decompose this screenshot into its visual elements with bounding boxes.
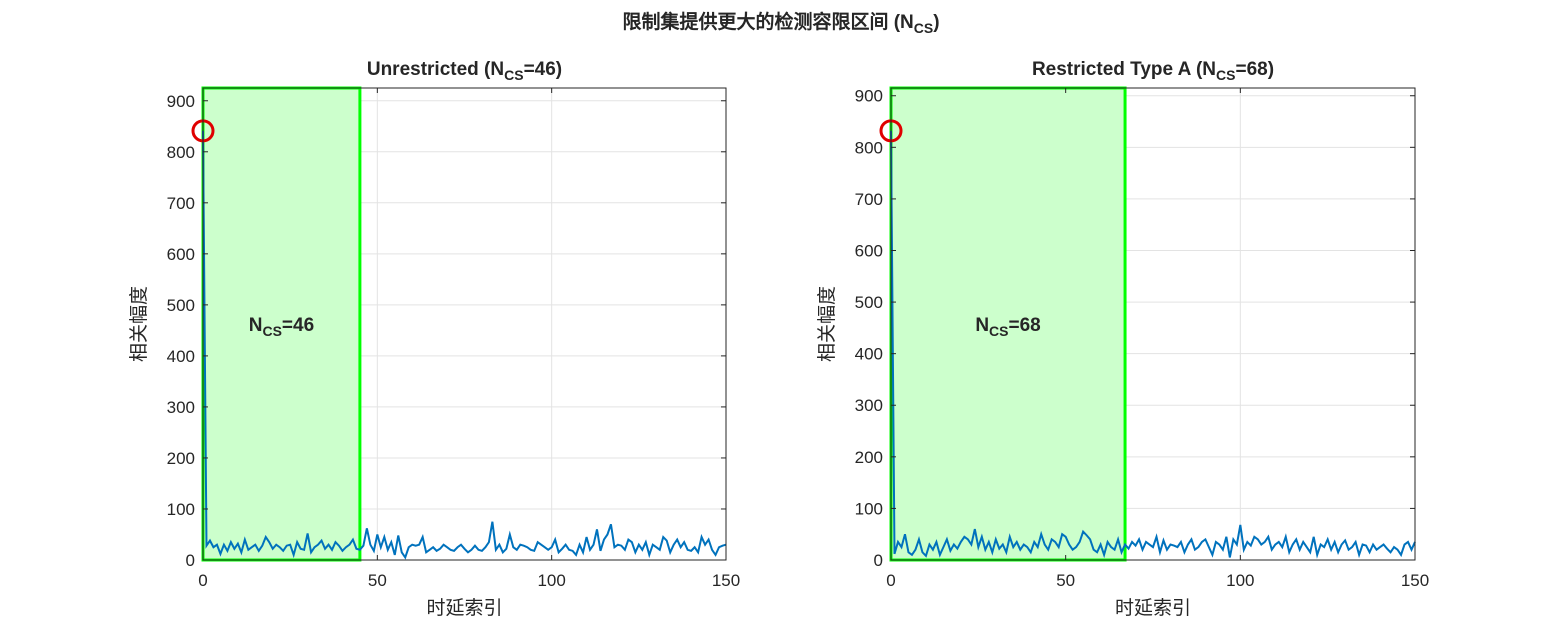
y-tick-label: 100 <box>855 499 883 518</box>
y-tick-label: 700 <box>855 190 883 209</box>
axes-title-sub: CS <box>1216 67 1235 83</box>
region-label-main: N <box>249 315 263 336</box>
x-tick-label: 100 <box>537 571 565 590</box>
y-tick-label: 600 <box>167 245 195 264</box>
axes-title-main: Unrestricted (N <box>367 59 504 80</box>
y-tick-label: 400 <box>167 347 195 366</box>
data-line <box>890 130 1416 559</box>
y-tick-label: 600 <box>855 241 883 260</box>
y-axis-label: 相关幅度 <box>816 286 838 362</box>
y-tick-label: 700 <box>167 194 195 213</box>
x-tick-label: 0 <box>198 571 207 590</box>
region-label-sub: CS <box>989 323 1008 339</box>
x-tick-label: 50 <box>1056 571 1075 590</box>
y-tick-label: 800 <box>167 143 195 162</box>
axes-title-tail: =46) <box>524 59 563 80</box>
highlight-region <box>889 86 1127 562</box>
axes-box <box>890 87 1416 561</box>
y-tick-label: 200 <box>167 449 195 468</box>
axes-box <box>202 87 727 561</box>
axes-title-sub: CS <box>504 67 523 83</box>
y-tick-label: 900 <box>855 87 883 106</box>
axes-title-tail: =68) <box>1235 59 1274 80</box>
x-tick-label: 150 <box>1401 571 1429 590</box>
axes-title-main: Restricted Type A (N <box>1032 59 1216 80</box>
y-tick-label: 0 <box>186 551 195 570</box>
y-tick-label: 200 <box>855 448 883 467</box>
region-label-tail: =46 <box>282 315 314 336</box>
y-tick-label: 800 <box>855 138 883 157</box>
x-tick-label: 100 <box>1226 571 1254 590</box>
x-tick-label: 50 <box>368 571 387 590</box>
title-main: 限制集提供更大的检测容限区间 (N <box>622 10 913 33</box>
y-tick-label: 300 <box>167 398 195 417</box>
y-tick-label: 100 <box>167 500 195 519</box>
y-tick-label: 500 <box>855 293 883 312</box>
y-tick-label: 400 <box>855 345 883 364</box>
y-tick-label: 900 <box>167 92 195 111</box>
y-axis-label: 相关幅度 <box>128 286 150 362</box>
axes-title: Restricted Type A (NCS=68) <box>1032 59 1274 83</box>
y-tick-label: 500 <box>167 296 195 315</box>
region-label-main: N <box>975 315 989 336</box>
data-line <box>202 130 727 560</box>
figure-title: 限制集提供更大的检测容限区间 (NCS) <box>622 10 939 36</box>
x-tick-label: 0 <box>886 571 895 590</box>
region-label-sub: CS <box>262 323 281 339</box>
region-label: NCS=46 <box>249 315 314 339</box>
x-tick-label: 150 <box>712 571 740 590</box>
region-label: NCS=68 <box>975 315 1040 339</box>
axes-title: Unrestricted (NCS=46) <box>367 59 562 83</box>
region-label-tail: =68 <box>1009 315 1041 336</box>
y-tick-label: 300 <box>855 396 883 415</box>
x-axis-label: 时延索引 <box>426 597 502 619</box>
title-tail: ) <box>933 12 939 33</box>
x-axis-label: 时延索引 <box>1115 597 1191 619</box>
y-tick-label: 0 <box>874 551 883 570</box>
title-sub: CS <box>914 20 933 36</box>
